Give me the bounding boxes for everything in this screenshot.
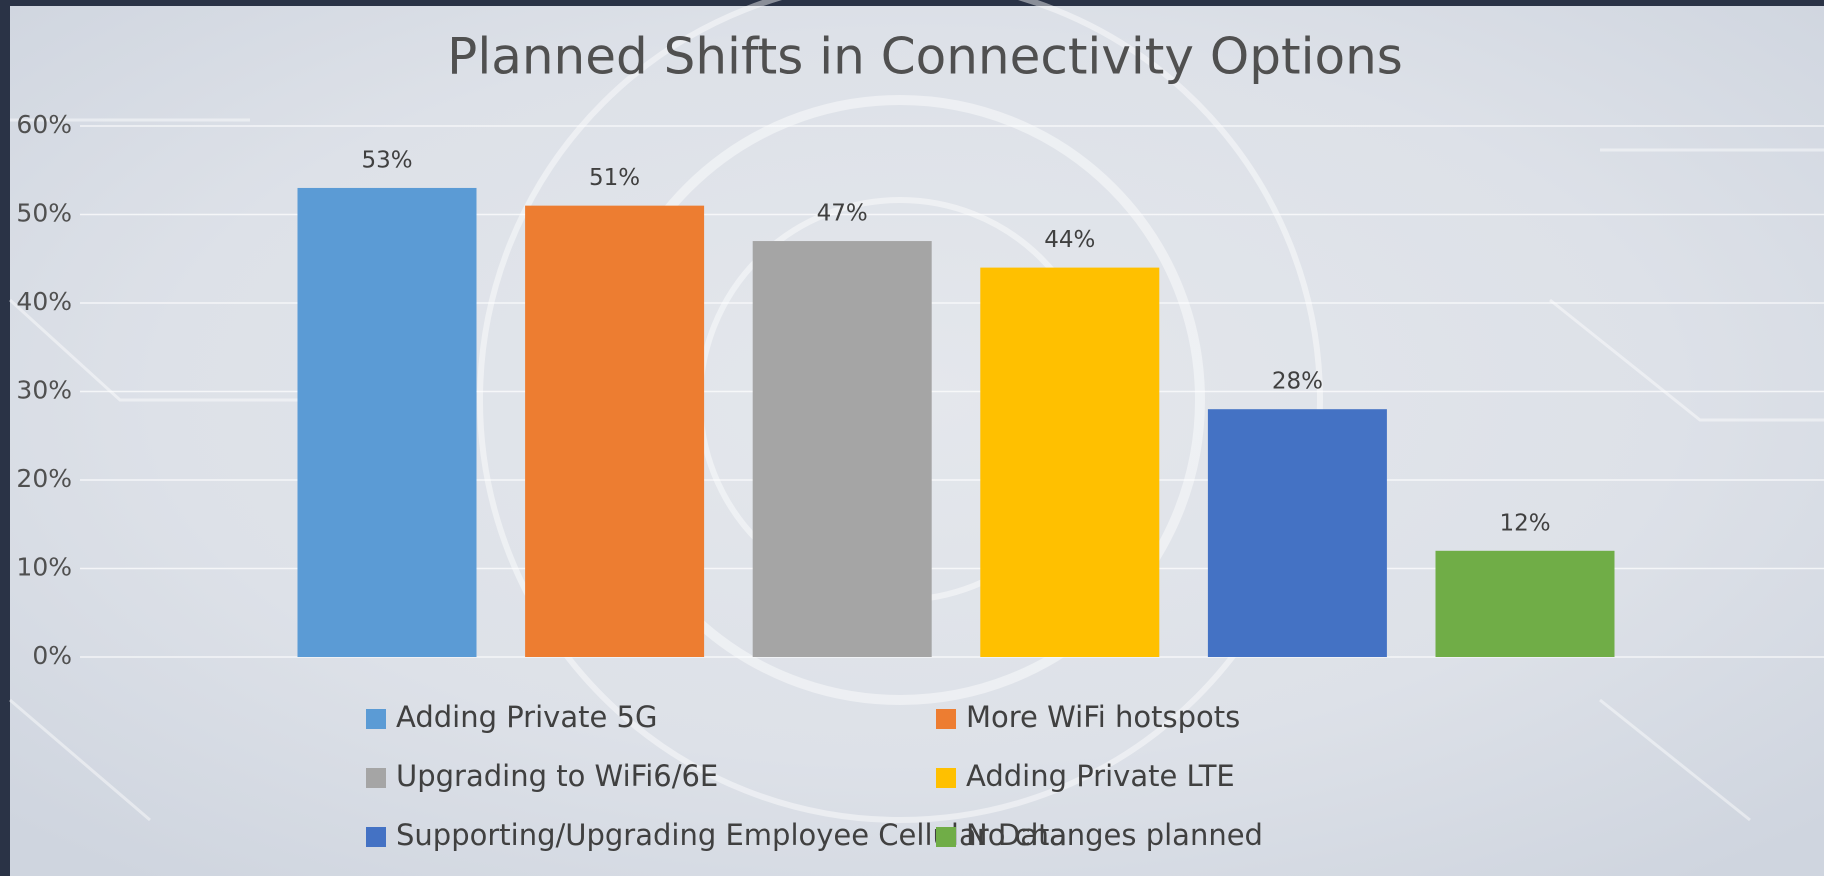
legend-label: No changes planned xyxy=(966,818,1263,852)
legend-label: Adding Private LTE xyxy=(966,759,1235,793)
legend-swatch xyxy=(366,827,386,847)
legend-swatch xyxy=(936,709,956,729)
value-label: 53% xyxy=(361,147,412,173)
legend-label: More WiFi hotspots xyxy=(966,700,1240,734)
bar xyxy=(980,267,1160,657)
legend-label: Adding Private 5G xyxy=(396,700,657,734)
legend-swatch xyxy=(366,768,386,788)
legend-swatch xyxy=(936,827,956,847)
legend-swatch xyxy=(936,768,956,788)
value-label: 44% xyxy=(1044,227,1095,253)
value-label: 47% xyxy=(817,201,868,227)
bar xyxy=(297,187,477,657)
y-tick-label: 30% xyxy=(16,376,72,405)
y-tick-label: 10% xyxy=(16,553,72,582)
legend-swatch xyxy=(366,709,386,729)
value-label: 28% xyxy=(1272,369,1323,395)
value-label: 12% xyxy=(1499,510,1550,536)
legend-label: Upgrading to WiFi6/6E xyxy=(396,759,718,793)
y-tick-label: 50% xyxy=(16,199,72,228)
y-tick-label: 60% xyxy=(16,110,72,139)
bar xyxy=(1435,550,1615,657)
y-tick-label: 20% xyxy=(16,464,72,493)
value-label: 51% xyxy=(589,165,640,191)
y-tick-label: 40% xyxy=(16,287,72,316)
chart-title: Planned Shifts in Connectivity Options xyxy=(447,28,1403,86)
y-tick-label: 0% xyxy=(32,641,72,670)
bar xyxy=(1207,409,1387,657)
bar xyxy=(525,205,705,657)
bar xyxy=(752,241,932,658)
